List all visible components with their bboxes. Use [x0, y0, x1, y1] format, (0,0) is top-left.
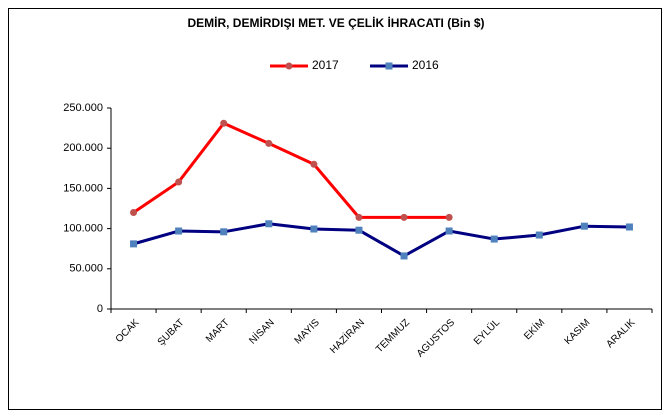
y-tick-label: 250.000: [63, 102, 103, 114]
point: [445, 227, 453, 235]
point: [625, 223, 633, 231]
point: [535, 231, 543, 239]
point: [175, 178, 183, 186]
point: [175, 227, 183, 235]
point: [265, 139, 273, 147]
y-tick-label: 100.000: [63, 223, 103, 235]
point: [490, 235, 498, 243]
y-tick-label: 200.000: [63, 142, 103, 154]
point: [220, 228, 228, 236]
chart-frame: [8, 8, 662, 410]
point: [355, 226, 363, 234]
point: [355, 213, 363, 221]
chart-title: DEMİR, DEMİRDIŞI MET. VE ÇELİK İHRACATI …: [187, 15, 484, 30]
y-tick-label: 0: [97, 303, 103, 315]
point: [400, 252, 408, 260]
legend-label: 2016: [412, 58, 439, 72]
point: [130, 209, 138, 217]
point: [310, 225, 318, 233]
point: [285, 62, 293, 70]
y-tick-label: 50.000: [69, 263, 103, 275]
legend-label: 2017: [312, 58, 339, 72]
point: [385, 62, 393, 70]
point: [400, 213, 408, 221]
y-tick-label: 150.000: [63, 182, 103, 194]
point: [265, 220, 273, 228]
series-line: [133, 222, 630, 258]
point: [220, 119, 228, 127]
point: [580, 222, 588, 230]
point: [310, 160, 318, 168]
point: [130, 240, 138, 248]
point: [445, 213, 453, 221]
series-line: [132, 121, 450, 219]
